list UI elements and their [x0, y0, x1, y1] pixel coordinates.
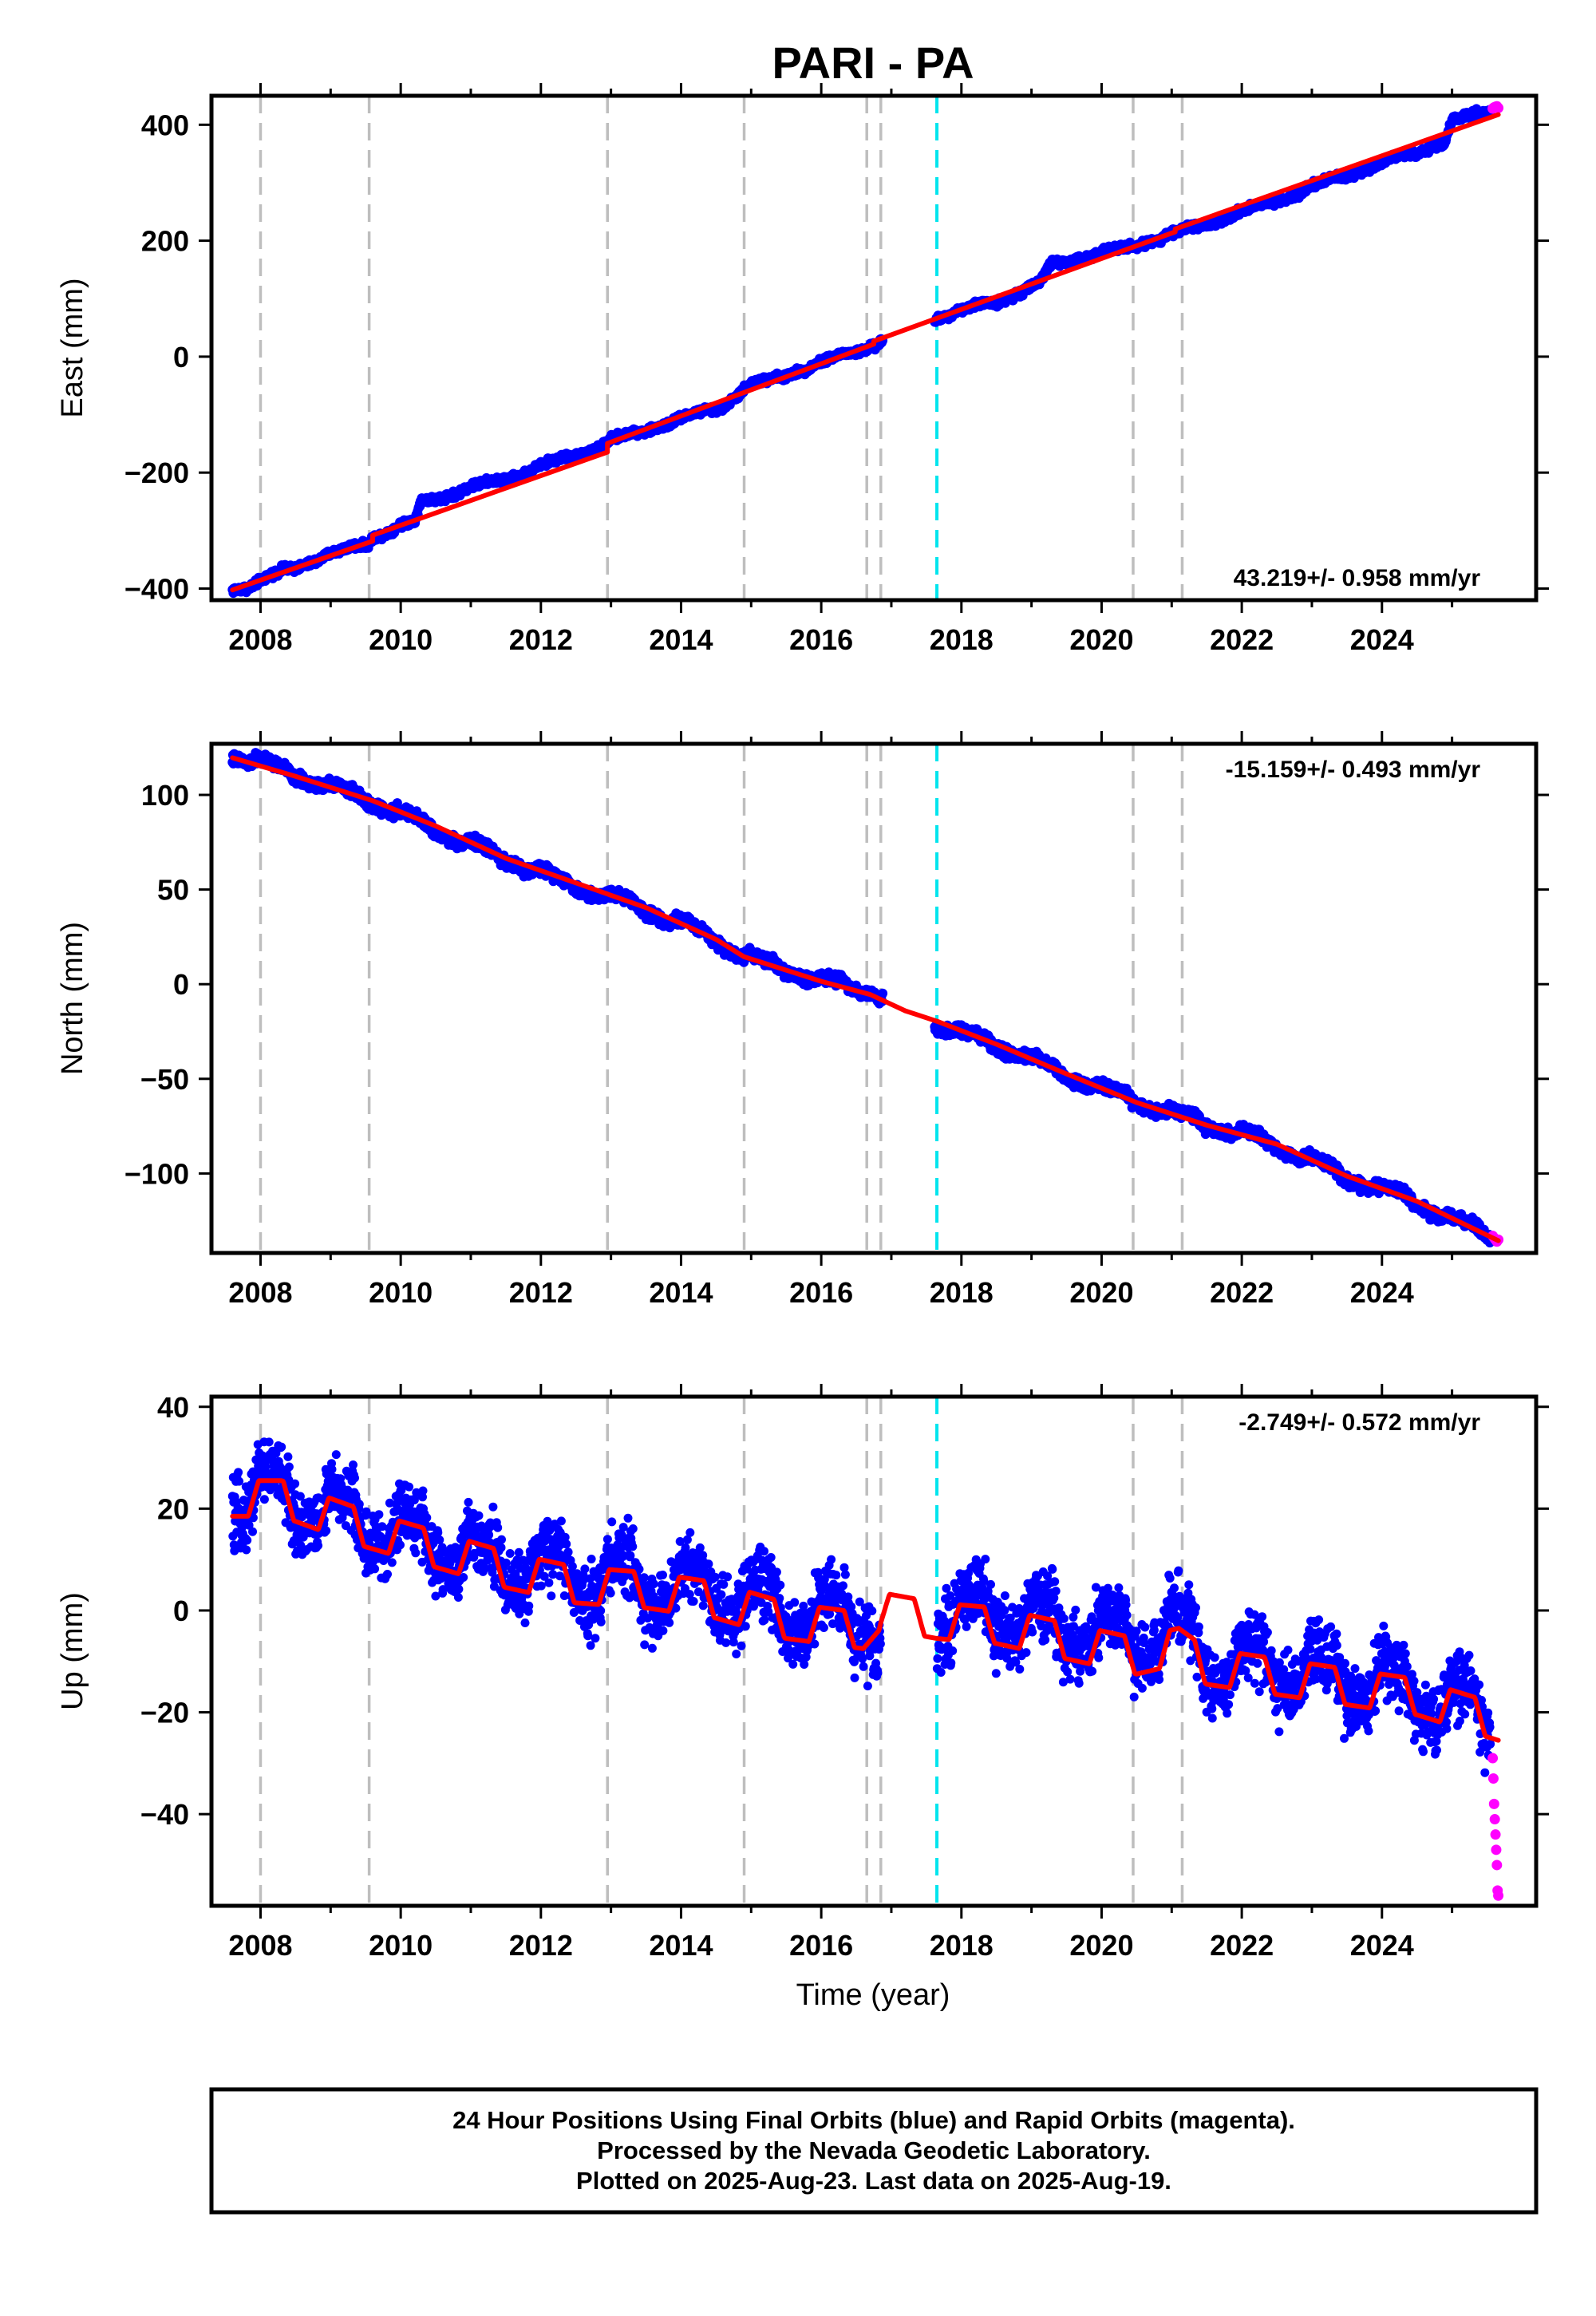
east-y-tick-label: −200	[124, 456, 189, 489]
east-y-ticks: −400 −200 0 200 400	[124, 109, 1549, 605]
east-x-tick-label: 2014	[649, 623, 713, 656]
east-x-tick-label: 2020	[1069, 623, 1133, 656]
east-y-tick-label: 0	[173, 341, 189, 373]
east-x-ticks: 2008 2010 2012 2014 2016 2018 2020 2022 2024	[228, 83, 1454, 656]
east-model-line	[230, 112, 1501, 593]
east-x-tick-label: 2010	[369, 623, 433, 656]
east-y-axis-label: East (mm)	[56, 278, 89, 417]
east-x-tick-label: 2024	[1350, 623, 1414, 656]
east-x-tick-label: 2008	[228, 623, 292, 656]
east-rapid-orbit-points	[1487, 101, 1504, 114]
east-rapid-orbit-point	[1493, 102, 1504, 113]
east-x-tick-label: 2018	[930, 623, 994, 656]
north-panel: 2008 2010 2012 2014 2016 2018 2020 2022 2024−100…	[56, 731, 1549, 1309]
east-x-tick-label: 2012	[509, 623, 573, 656]
east-y-tick-label: −400	[124, 572, 189, 605]
east-y-tick-label: 400	[141, 109, 189, 141]
east-y-tick-label: 200	[141, 225, 189, 258]
east-model-fit	[230, 112, 1501, 593]
figure-title: PARI - PA	[772, 38, 974, 88]
east-rate-label: 43.219+/- 0.958 mm/yr	[1234, 565, 1481, 591]
north-final-orbit-point	[878, 988, 888, 998]
east-x-tick-label: 2022	[1210, 623, 1274, 656]
east-panel: 2008 2010 2012 2014 2016 2018 2020 2022 2024 −400…	[56, 83, 1549, 656]
east-plot-frame	[209, 93, 1539, 603]
east-x-tick-label: 2016	[789, 623, 853, 656]
